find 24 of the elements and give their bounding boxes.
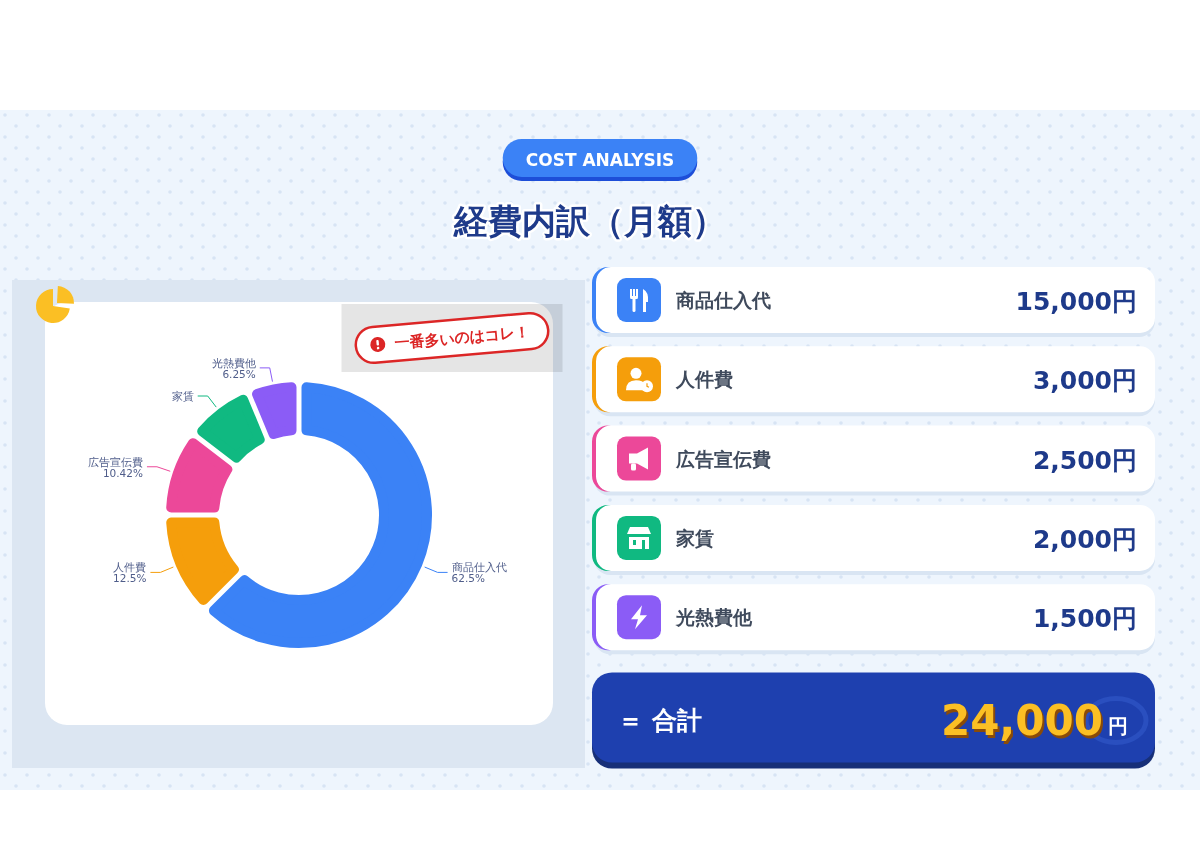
- legend-label: 商品仕入代: [675, 289, 771, 311]
- text: 24,000: [940, 695, 1103, 745]
- text: 円: [1108, 713, 1128, 738]
- text: ＝ 合計: [618, 705, 702, 735]
- chart-subtitle: COST ANALYSIS: [525, 150, 675, 170]
- data-label: 15,000円: [1015, 287, 1137, 316]
- legend-label: 家賃: [675, 526, 714, 549]
- slice-label: 光熱費他: [211, 356, 256, 369]
- slice-label: 商品仕入代: [451, 561, 507, 574]
- slice-label: 広告宣伝費: [87, 455, 143, 468]
- text: 12.5%: [113, 572, 147, 585]
- slice-label: 人件費: [113, 561, 147, 574]
- legend-label: 光熱費他: [675, 606, 753, 629]
- data-label: 2,000円: [1032, 524, 1137, 554]
- data-label: 2,500円: [1032, 445, 1137, 475]
- slice-label: 家賃: [171, 390, 194, 402]
- data-label: 1,500円: [1032, 604, 1137, 634]
- text: 一番多いのはコレ！: [393, 322, 531, 353]
- legend-label: 人件費: [675, 368, 733, 391]
- chart-title: 経費内訳（月額）: [453, 201, 726, 241]
- legend-label: 広告宣伝費: [675, 447, 771, 470]
- text: 62.5%: [451, 572, 485, 585]
- text: 10.42%: [102, 466, 143, 479]
- data-label: 3,000円: [1032, 366, 1137, 396]
